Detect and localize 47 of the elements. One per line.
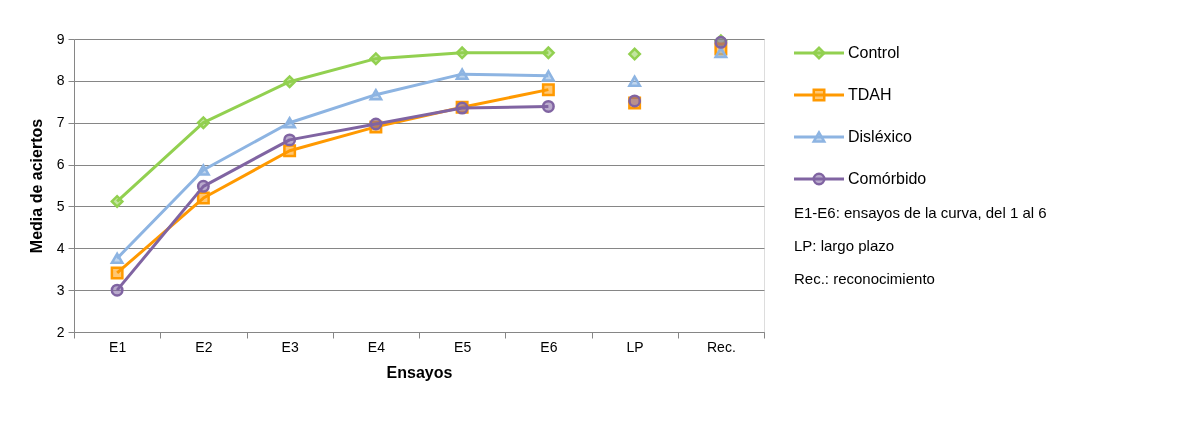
text: LP: largo plazo [794,237,895,254]
point [369,88,383,101]
point [628,47,642,61]
point [455,68,469,80]
point [110,283,124,297]
y-tick-label: 5 [56,197,65,214]
y-tick-label: 7 [56,114,65,131]
y-tick-label: 9 [56,30,65,47]
point [110,252,124,265]
point [283,144,297,158]
y-tick-label: 4 [56,239,65,256]
point [110,194,124,208]
point [196,179,210,193]
x-axis-title: Ensayos [386,363,453,381]
y-tick-label: 3 [56,281,65,298]
y-tick-label: 2 [56,323,65,340]
text: Rec.: reconocimiento [794,270,935,287]
point [110,266,124,280]
point [369,52,383,66]
text: E1-E6: ensayos de la curva, del 1 al 6 [794,204,1047,221]
x-tick-label: E5 [454,338,472,355]
point [196,116,210,130]
point [283,133,297,147]
x-tick-label: E2 [195,338,213,355]
point [196,164,210,176]
x-tick-label: E4 [367,338,386,355]
legend-label: Comórbido [848,170,927,187]
point [283,75,297,89]
point [455,46,469,60]
x-tick-label: E3 [281,338,299,355]
x-tick-label: E1 [109,338,127,355]
point [541,83,555,97]
y-tick-label: 8 [56,72,65,89]
legend-label: Disléxico [848,128,913,145]
point [196,191,210,205]
y-axis-title: Media de aciertos [27,118,45,254]
legend-label: Control [848,44,900,61]
legend-label: TDAH [848,86,892,103]
point [283,116,297,129]
point [628,75,642,88]
point [541,99,555,113]
x-tick-label: LP [626,338,644,355]
x-tick-label: E6 [540,338,558,355]
point [541,46,555,60]
y-tick-label: 6 [56,156,65,173]
x-tick-label: Rec. [706,338,736,355]
point [541,70,555,82]
